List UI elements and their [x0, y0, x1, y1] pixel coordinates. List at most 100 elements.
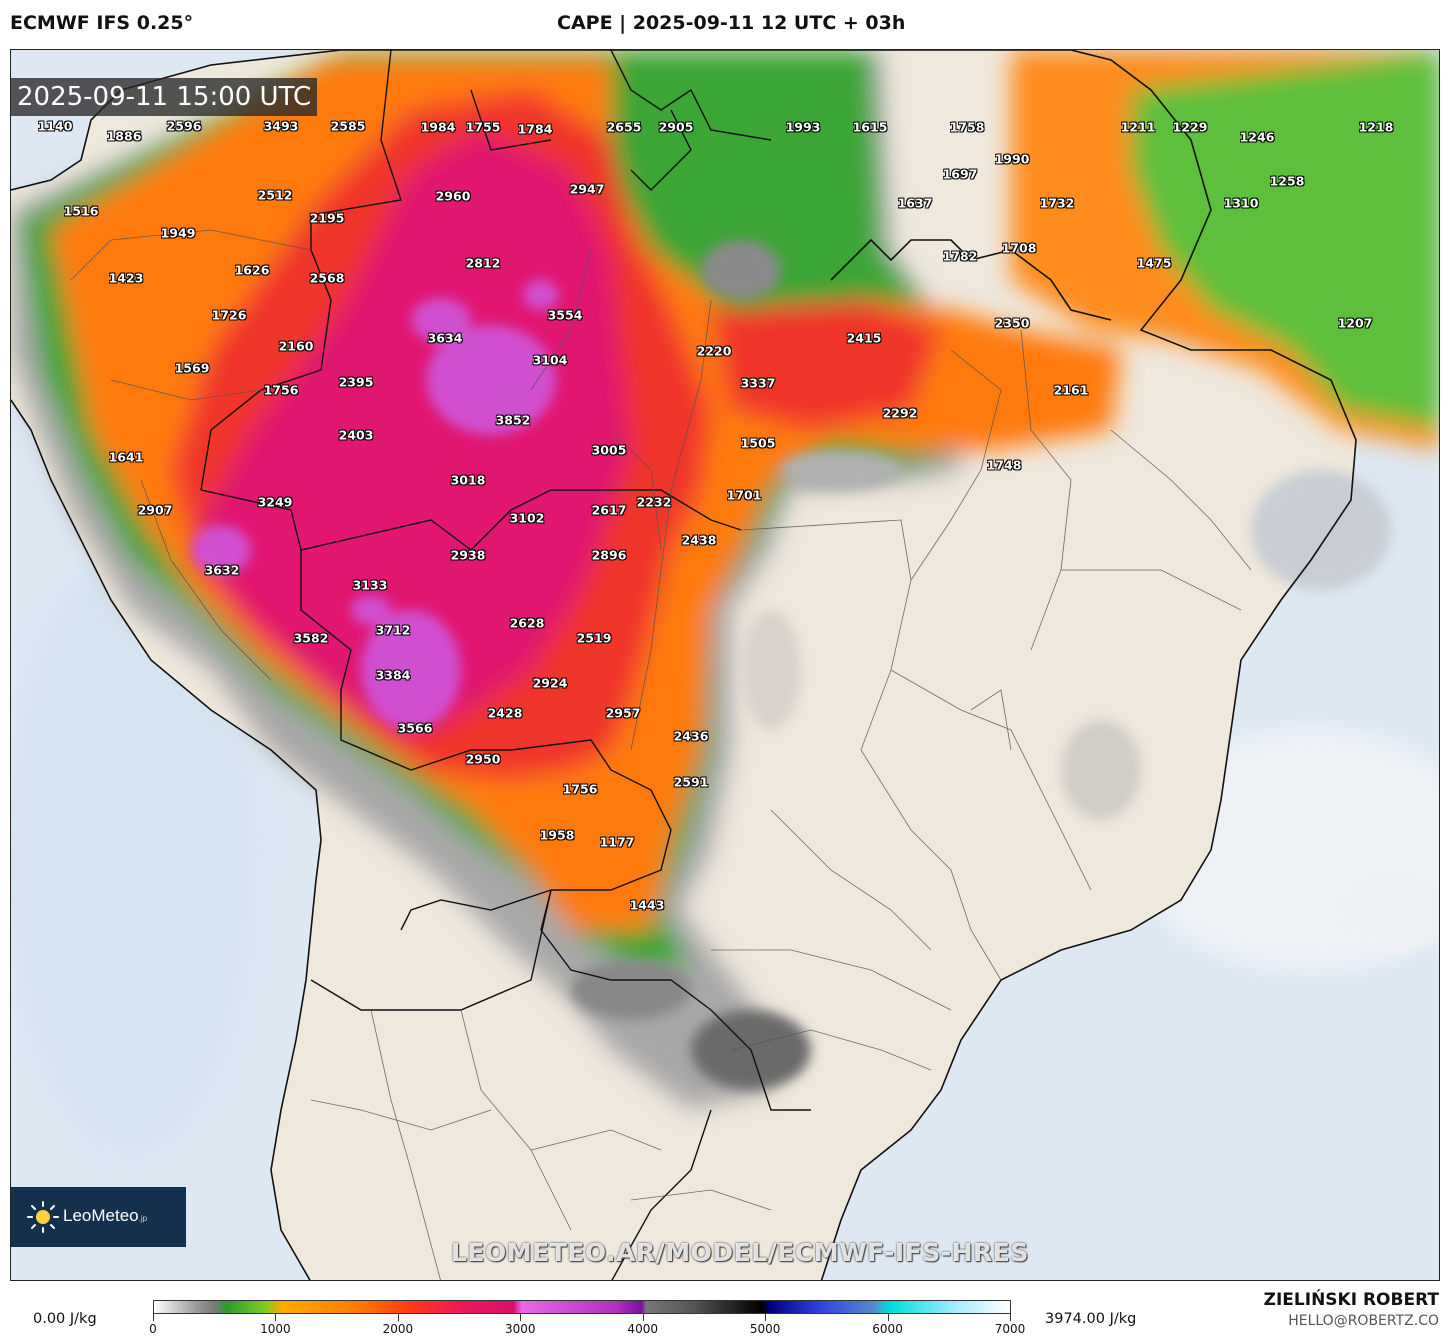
cape-value-label: 3102 — [509, 510, 545, 526]
cape-value-label: 2436 — [673, 728, 709, 744]
cape-value-label: 2161 — [1053, 382, 1089, 398]
cape-value-label: 1732 — [1039, 195, 1075, 211]
cape-value-label: 1758 — [949, 119, 985, 135]
cape-value-label: 2195 — [309, 210, 345, 226]
cape-value-label: 1229 — [1172, 119, 1208, 135]
cape-value-label: 3018 — [450, 472, 486, 488]
colorbar-tick — [887, 1314, 889, 1321]
cape-value-label: 3852 — [495, 412, 531, 428]
cape-value-label: 1784 — [517, 121, 553, 137]
cape-value-label: 2628 — [509, 615, 545, 631]
cape-value-label: 3384 — [375, 667, 411, 683]
cape-value-label: 2438 — [681, 532, 717, 548]
cape-value-label: 1443 — [629, 897, 665, 913]
cape-value-label: 1218 — [1358, 119, 1394, 135]
author-name: ZIELIŃSKI ROBERT — [1263, 1290, 1439, 1310]
cape-value-label: 2350 — [994, 315, 1030, 331]
cape-value-label: 2232 — [636, 494, 672, 510]
colorbar-tick-label: 7000 — [994, 1322, 1026, 1336]
chart-title: CAPE | 2025-09-11 12 UTC + 03h — [557, 12, 906, 34]
legend-max-label: 3974.00 J/kg — [1045, 1311, 1137, 1327]
legend-min-label: 0.00 J/kg — [33, 1311, 97, 1327]
cape-value-label: 2585 — [330, 118, 366, 134]
cape-value-label: 1949 — [160, 225, 196, 241]
cape-value-label: 2960 — [435, 188, 471, 204]
cape-colorbar — [153, 1300, 1011, 1314]
cape-value-label: 3493 — [263, 118, 299, 134]
cape-value-label: 3582 — [293, 630, 329, 646]
cape-value-label: 2924 — [532, 675, 568, 691]
cape-value-label: 1756 — [263, 382, 299, 398]
colorbar-tick-label: 3000 — [505, 1322, 536, 1336]
cape-value-label: 2617 — [591, 502, 627, 518]
colorbar-tick — [1010, 1314, 1011, 1321]
cape-value-label: 1615 — [852, 119, 888, 135]
colorbar-tick — [765, 1314, 767, 1321]
cape-value-label: 1755 — [465, 119, 501, 135]
cape-value-label: 1886 — [106, 128, 142, 144]
sun-icon — [27, 1201, 59, 1233]
cape-value-label: 3566 — [397, 720, 433, 736]
colorbar-tick-label: 1000 — [260, 1322, 291, 1336]
cape-value-label: 1697 — [942, 166, 978, 182]
cape-value-label: 1626 — [234, 262, 270, 278]
cape-value-label: 3249 — [257, 494, 293, 510]
colorbar-tick — [275, 1314, 277, 1321]
cape-value-label: 2160 — [278, 338, 314, 354]
cape-value-label: 1958 — [539, 827, 575, 843]
cape-value-label: 2428 — [487, 705, 523, 721]
cape-value-label: 1993 — [785, 119, 821, 135]
cape-value-label: 2591 — [673, 774, 709, 790]
cape-value-label: 1177 — [599, 834, 635, 850]
cape-value-label: 3712 — [375, 622, 411, 638]
cape-value-label: 2512 — [257, 187, 293, 203]
cape-value-label: 2812 — [465, 255, 501, 271]
cape-value-label: 1207 — [1337, 315, 1373, 331]
cape-value-label: 3104 — [532, 352, 568, 368]
cape-value-label: 2519 — [576, 630, 612, 646]
cape-value-label: 1748 — [986, 457, 1022, 473]
cape-value-label: 1246 — [1239, 129, 1275, 145]
cape-value-label: 2395 — [338, 374, 374, 390]
model-title: ECMWF IFS 0.25° — [10, 12, 194, 34]
logo-name: LeoMeteo — [63, 1206, 139, 1225]
cape-value-label: 2907 — [137, 502, 173, 518]
cape-value-label: 3005 — [591, 442, 627, 458]
cape-value-label: 1726 — [211, 307, 247, 323]
cape-value-label: 1310 — [1223, 195, 1259, 211]
cape-value-label: 2947 — [569, 181, 605, 197]
logo-text: LeoMeteo.jp — [63, 1206, 147, 1226]
cape-value-label: 3337 — [740, 375, 776, 391]
cape-value-label: 2655 — [606, 119, 642, 135]
cape-value-label: 3632 — [204, 562, 240, 578]
cape-value-label: 1984 — [420, 119, 456, 135]
cape-value-label: 1423 — [108, 270, 144, 286]
cape-value-label: 1258 — [1269, 173, 1305, 189]
cape-value-label: 2938 — [450, 547, 486, 563]
colorbar-tick — [153, 1314, 154, 1321]
colorbar-tick-label: 4000 — [627, 1322, 658, 1336]
author-email[interactable]: HELLO@ROBERTZ.CO — [1288, 1313, 1439, 1329]
cape-value-label: 2568 — [309, 270, 345, 286]
cape-value-label: 1641 — [108, 449, 144, 465]
cape-value-label: 1505 — [740, 435, 776, 451]
cape-value-label: 2403 — [338, 427, 374, 443]
cape-value-label: 3554 — [547, 307, 583, 323]
cape-value-label: 1569 — [174, 360, 210, 376]
cape-value-label: 3133 — [352, 577, 388, 593]
colorbar-tick — [642, 1314, 644, 1321]
cape-value-label: 1475 — [1136, 255, 1172, 271]
cape-value-label: 1782 — [942, 248, 978, 264]
colorbar-tick-label: 2000 — [382, 1322, 414, 1336]
cape-map — [11, 50, 1439, 1280]
cape-value-label: 1516 — [63, 203, 99, 219]
colorbar-tick-label: 0 — [149, 1322, 157, 1336]
cape-value-label: 1637 — [897, 195, 933, 211]
cape-value-label: 2596 — [166, 118, 202, 134]
colorbar-tick — [520, 1314, 522, 1321]
map-frame: 1140 1886 2596 3493 2585 1984 1755 1784 2655 2905… — [10, 49, 1440, 1281]
cape-value-label: 2220 — [696, 343, 732, 359]
colorbar-tick-label: 6000 — [872, 1322, 903, 1336]
leometeo-logo[interactable]: LeoMeteo.jp — [11, 1187, 186, 1247]
cape-value-label: 2905 — [658, 119, 694, 135]
